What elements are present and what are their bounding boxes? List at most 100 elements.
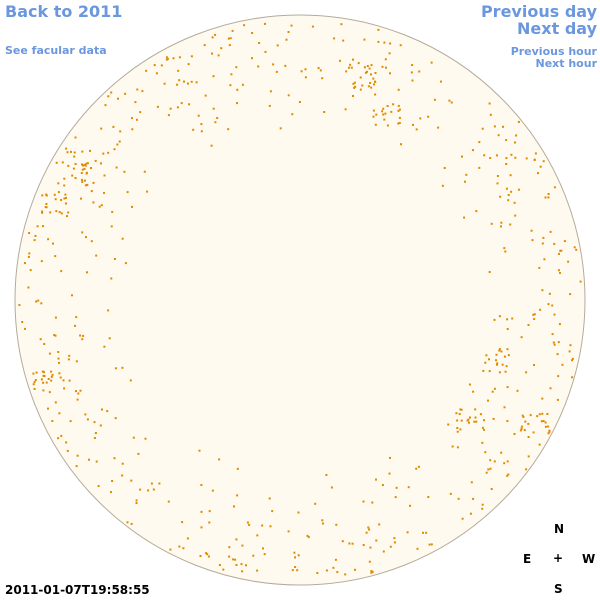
facula <box>110 91 113 94</box>
next-hour-link[interactable]: Next hour <box>535 57 598 70</box>
facula <box>232 558 235 561</box>
facula <box>43 343 46 345</box>
facula <box>325 569 328 572</box>
facula <box>458 413 461 415</box>
facula <box>47 407 49 410</box>
facula <box>111 480 114 482</box>
facula <box>546 413 549 415</box>
facula <box>478 166 481 169</box>
facula <box>53 193 56 196</box>
facula <box>217 54 220 57</box>
facula <box>487 399 489 402</box>
facula <box>410 71 413 74</box>
facula <box>394 496 397 499</box>
facula <box>367 85 370 88</box>
facula <box>58 361 60 364</box>
facula <box>553 343 556 346</box>
facula <box>190 55 193 58</box>
facula <box>364 71 367 74</box>
facula <box>317 67 320 70</box>
facula <box>200 484 203 486</box>
facula <box>567 260 570 263</box>
facula <box>228 546 231 549</box>
facula <box>86 162 89 165</box>
facula <box>73 151 76 154</box>
facula <box>241 570 244 573</box>
facula <box>231 29 234 32</box>
facula <box>500 350 503 353</box>
facula <box>509 223 512 226</box>
facula <box>65 441 68 444</box>
facula <box>271 510 274 513</box>
previous-hour-link[interactable]: Previous hour <box>510 45 597 58</box>
facula <box>332 566 335 569</box>
facula <box>398 122 401 124</box>
facula <box>235 66 238 69</box>
previous-day-link[interactable]: Previous day <box>480 2 597 21</box>
facula <box>257 65 260 68</box>
facula <box>33 388 36 390</box>
facula <box>60 270 63 273</box>
facula <box>422 531 424 534</box>
facula <box>287 530 290 533</box>
facula <box>370 571 373 574</box>
facula <box>241 83 244 86</box>
facula <box>485 471 488 474</box>
facula <box>447 423 450 426</box>
facular-data-link[interactable]: See facular data <box>5 44 107 57</box>
facula <box>192 128 195 131</box>
facula <box>206 553 209 556</box>
facula <box>350 66 353 69</box>
facula <box>60 434 63 437</box>
facula <box>121 237 124 240</box>
facula <box>547 196 550 199</box>
facula <box>44 206 47 209</box>
facula <box>121 366 124 369</box>
facula <box>475 420 478 423</box>
facula <box>489 467 492 470</box>
facula <box>94 159 97 162</box>
back-link[interactable]: Back to 2011 <box>5 2 123 21</box>
facula <box>74 177 77 179</box>
facula <box>256 534 259 537</box>
facula <box>183 80 185 83</box>
facula <box>397 122 400 125</box>
facula <box>474 416 477 419</box>
facula <box>66 215 68 218</box>
facula <box>279 127 282 130</box>
facula <box>527 436 530 438</box>
facula <box>218 564 221 566</box>
facula <box>287 31 290 33</box>
facula <box>75 465 78 468</box>
facula <box>517 121 520 123</box>
facula <box>81 231 84 234</box>
facula <box>496 182 499 185</box>
facula <box>272 63 275 66</box>
facula <box>573 246 576 249</box>
facula <box>110 225 113 228</box>
facula <box>485 354 488 357</box>
facula <box>246 521 249 524</box>
facula <box>499 195 502 198</box>
facula <box>99 424 102 427</box>
facula <box>195 81 198 84</box>
facula <box>488 271 491 273</box>
facula <box>517 188 520 191</box>
facula <box>84 164 87 167</box>
facula <box>152 488 155 491</box>
facula <box>493 460 496 463</box>
facula <box>456 427 459 429</box>
facula <box>186 537 189 540</box>
facula <box>76 454 79 457</box>
next-day-link[interactable]: Next day <box>517 19 597 38</box>
compass-south: S <box>554 582 563 596</box>
facula <box>571 376 574 379</box>
facula <box>506 328 509 330</box>
facula <box>58 211 61 214</box>
facula <box>513 201 516 204</box>
facula <box>443 167 446 169</box>
facula <box>502 125 504 128</box>
facula <box>500 225 502 228</box>
facula <box>389 42 392 45</box>
facula <box>370 73 372 76</box>
